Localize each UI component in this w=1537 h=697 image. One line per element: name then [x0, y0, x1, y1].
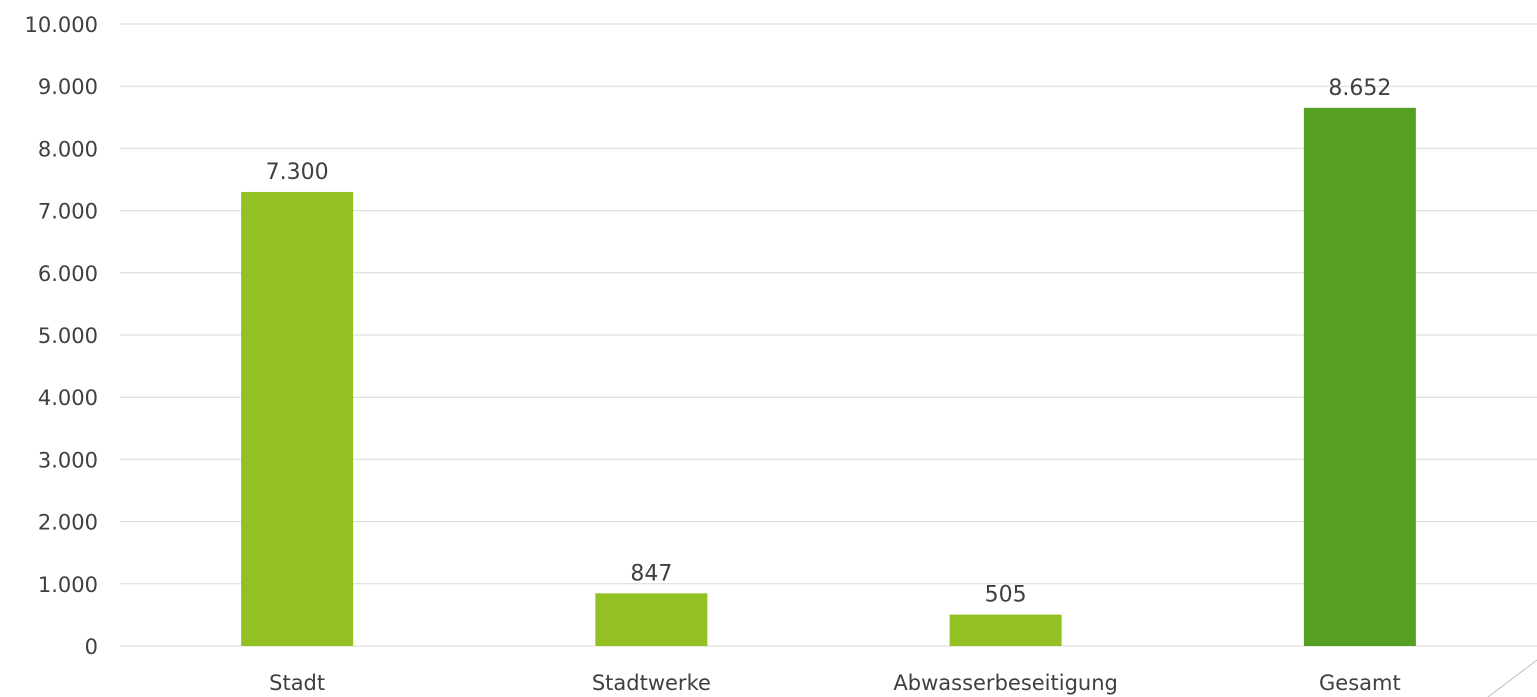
y-tick-label: 4.000: [38, 386, 98, 410]
y-gridlines: [120, 23, 1537, 647]
bar-stadtwerke: [595, 593, 708, 646]
x-category-label: Stadt: [269, 671, 325, 695]
bar-gesamt: [1303, 107, 1416, 647]
y-tick-label: 7.000: [38, 200, 98, 224]
x-category-label: Abwasserbeseitigung: [893, 671, 1117, 695]
y-tick-label: 6.000: [38, 262, 98, 286]
bars: [241, 107, 1416, 647]
data-label-gesamt: 8.652: [1328, 76, 1391, 101]
data-labels: 7.300 847 505 8.652: [266, 76, 1392, 608]
data-label-stadtwerke: 847: [630, 561, 672, 586]
y-tick-label: 0: [85, 635, 98, 659]
y-axis-tick-labels: 0 1.000 2.000 3.000 4.000 5.000 6.000 7.000 8.00…: [25, 13, 98, 659]
y-tick-label: 8.000: [38, 137, 98, 161]
x-category-label: Gesamt: [1319, 671, 1401, 695]
y-tick-label: 2.000: [38, 511, 98, 535]
bar-abwasserbeseitigung: [949, 614, 1062, 646]
y-tick-label: 1.000: [38, 573, 98, 597]
y-tick-label: 3.000: [38, 448, 98, 472]
corner-decoration-line: [1487, 659, 1537, 697]
x-category-label: Stadtwerke: [592, 671, 711, 695]
y-tick-label: 10.000: [25, 13, 98, 37]
y-tick-label: 5.000: [38, 324, 98, 348]
y-tick-label: 9.000: [38, 75, 98, 99]
data-label-abwasserbeseitigung: 505: [985, 583, 1027, 608]
x-axis-category-labels: Stadt Stadtwerke Abwasserbeseitigung Gesamt: [269, 671, 1401, 695]
data-label-stadt: 7.300: [266, 160, 329, 185]
bar-stadt: [241, 191, 354, 646]
